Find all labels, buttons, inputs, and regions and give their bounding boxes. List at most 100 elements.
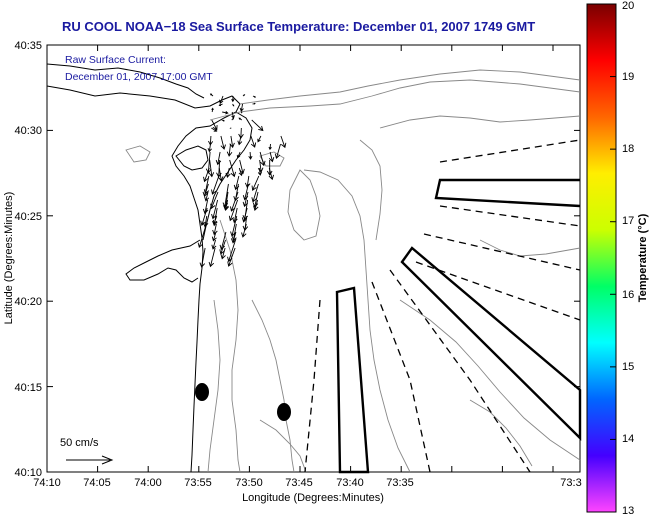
bathymetry-contours xyxy=(125,69,581,473)
current-vector-arrow xyxy=(253,199,259,211)
current-vector-arrow xyxy=(252,102,256,105)
map-panel: Raw Surface Current: December 01, 2007 1… xyxy=(46,44,582,474)
current-vector-arrow xyxy=(219,239,226,255)
coastline xyxy=(46,63,253,473)
current-vector-arrow xyxy=(218,103,223,107)
current-vector-arrow xyxy=(211,199,219,220)
current-vector-arrow xyxy=(242,94,246,97)
scale-arrow: 50 cm/s xyxy=(60,437,114,465)
current-vector-arrow xyxy=(248,151,253,160)
current-vector-arrow xyxy=(239,159,245,175)
y-tick-label: 40:25 xyxy=(14,211,42,223)
current-vector-arrow xyxy=(225,167,231,178)
current-vector-arrow xyxy=(280,135,287,149)
current-vector-arrow xyxy=(208,247,216,268)
current-vector-arrow xyxy=(200,207,208,227)
y-tick-label: 40:10 xyxy=(14,467,42,479)
colorbar-tick-label: 19 xyxy=(622,71,634,83)
buoy-marker xyxy=(277,403,291,421)
current-vector-arrow xyxy=(204,191,210,202)
surface-current-vectors xyxy=(197,93,287,268)
current-vector-arrow xyxy=(197,223,207,249)
current-vector-arrow xyxy=(211,119,218,131)
current-vector-arrow xyxy=(211,239,217,250)
current-vector-arrow xyxy=(229,159,237,178)
colorbar-tick-label: 13 xyxy=(622,505,634,517)
current-vector-arrow xyxy=(219,95,224,105)
current-vector-arrow xyxy=(208,159,215,178)
current-vector-arrow xyxy=(202,199,209,215)
current-vector-arrow xyxy=(232,207,238,224)
current-vector-arrow xyxy=(211,175,220,195)
y-axis-label: Latitude (Degrees:Minutes) xyxy=(3,192,15,325)
current-vector-arrow xyxy=(232,103,235,107)
current-vector-arrow xyxy=(230,191,239,212)
buoy-marker xyxy=(195,383,209,401)
current-vector-arrow xyxy=(209,93,214,97)
current-vector-arrow xyxy=(274,143,281,160)
zone-east xyxy=(434,178,581,208)
current-vector-arrow xyxy=(268,167,275,181)
current-vector-arrow xyxy=(240,111,243,114)
current-vector-arrow xyxy=(241,207,248,223)
y-tick-label: 40:30 xyxy=(14,125,42,137)
outlined-zones xyxy=(335,178,582,474)
current-vector-arrow xyxy=(266,159,273,176)
x-tick-label: 73:45 xyxy=(285,477,313,489)
current-vector-arrow xyxy=(211,231,217,242)
current-vector-arrow xyxy=(251,119,264,132)
current-vector-arrow xyxy=(231,117,235,121)
currents-time: December 01, 2007 17:00 GMT xyxy=(65,71,213,83)
current-vector-arrow xyxy=(212,215,218,225)
current-vector-arrow xyxy=(207,143,212,153)
current-vector-arrow xyxy=(241,223,247,238)
current-vector-arrow xyxy=(268,151,275,163)
colorbar-tick-label: 17 xyxy=(622,215,634,227)
current-vector-arrow xyxy=(236,151,241,159)
current-vector-arrow xyxy=(252,95,257,98)
colorbar-tick-label: 16 xyxy=(622,289,634,301)
current-vector-arrow xyxy=(203,167,210,183)
colorbar-gradient xyxy=(586,3,617,513)
current-vector-arrow xyxy=(251,175,260,191)
y-tick-label: 40:20 xyxy=(14,296,42,308)
current-vector-arrow xyxy=(252,191,259,208)
current-vector-arrow xyxy=(222,110,229,115)
y-tick-label: 40:35 xyxy=(14,40,42,52)
current-vector-arrow xyxy=(259,151,266,167)
current-vector-arrow xyxy=(250,135,257,148)
x-axis-label: Longitude (Degrees:Minutes) xyxy=(242,492,384,504)
current-vector-arrow xyxy=(211,107,214,113)
current-vector-arrow xyxy=(257,167,262,176)
colorbar-tick-label: 15 xyxy=(622,361,634,373)
current-vector-arrow xyxy=(244,175,251,189)
x-tick-label: 74:10 xyxy=(33,477,61,489)
current-vector-arrow xyxy=(268,143,272,151)
x-tick-label: 74:05 xyxy=(83,477,111,489)
current-vector-arrow xyxy=(238,167,243,177)
colorbar-tick-label: 14 xyxy=(622,433,634,445)
current-vector-arrow xyxy=(223,199,230,211)
dashed-sector-lines xyxy=(304,139,581,473)
temperature-colorbar: 20 19 18 17 16 15 14 13 Temperature (°C) xyxy=(586,0,649,517)
x-tick-label: 73:35 xyxy=(386,477,414,489)
current-vector-arrow xyxy=(199,247,206,268)
current-vector-arrow xyxy=(231,95,235,103)
x-tick-label: 74:00 xyxy=(134,477,162,489)
map-frame xyxy=(46,44,581,473)
x-tick-label: 73:3 xyxy=(560,477,581,489)
figure-title: RU COOL NOAA−18 Sea Surface Temperature:… xyxy=(62,19,535,34)
colorbar-tick-label: 18 xyxy=(622,143,634,155)
current-vector-arrow xyxy=(217,167,224,182)
current-vector-arrow xyxy=(227,247,236,267)
current-vector-arrow xyxy=(211,127,218,132)
current-vector-arrow xyxy=(237,135,243,146)
zone-south xyxy=(335,286,370,474)
current-vector-arrow xyxy=(257,135,262,143)
zone-southeast xyxy=(400,246,582,441)
current-vector-arrow xyxy=(220,247,226,260)
current-vector-arrow xyxy=(239,103,244,112)
x-tick-label: 73:55 xyxy=(184,477,212,489)
colorbar-label: Temperature (°C) xyxy=(637,213,649,302)
current-vector-arrow xyxy=(230,215,238,237)
